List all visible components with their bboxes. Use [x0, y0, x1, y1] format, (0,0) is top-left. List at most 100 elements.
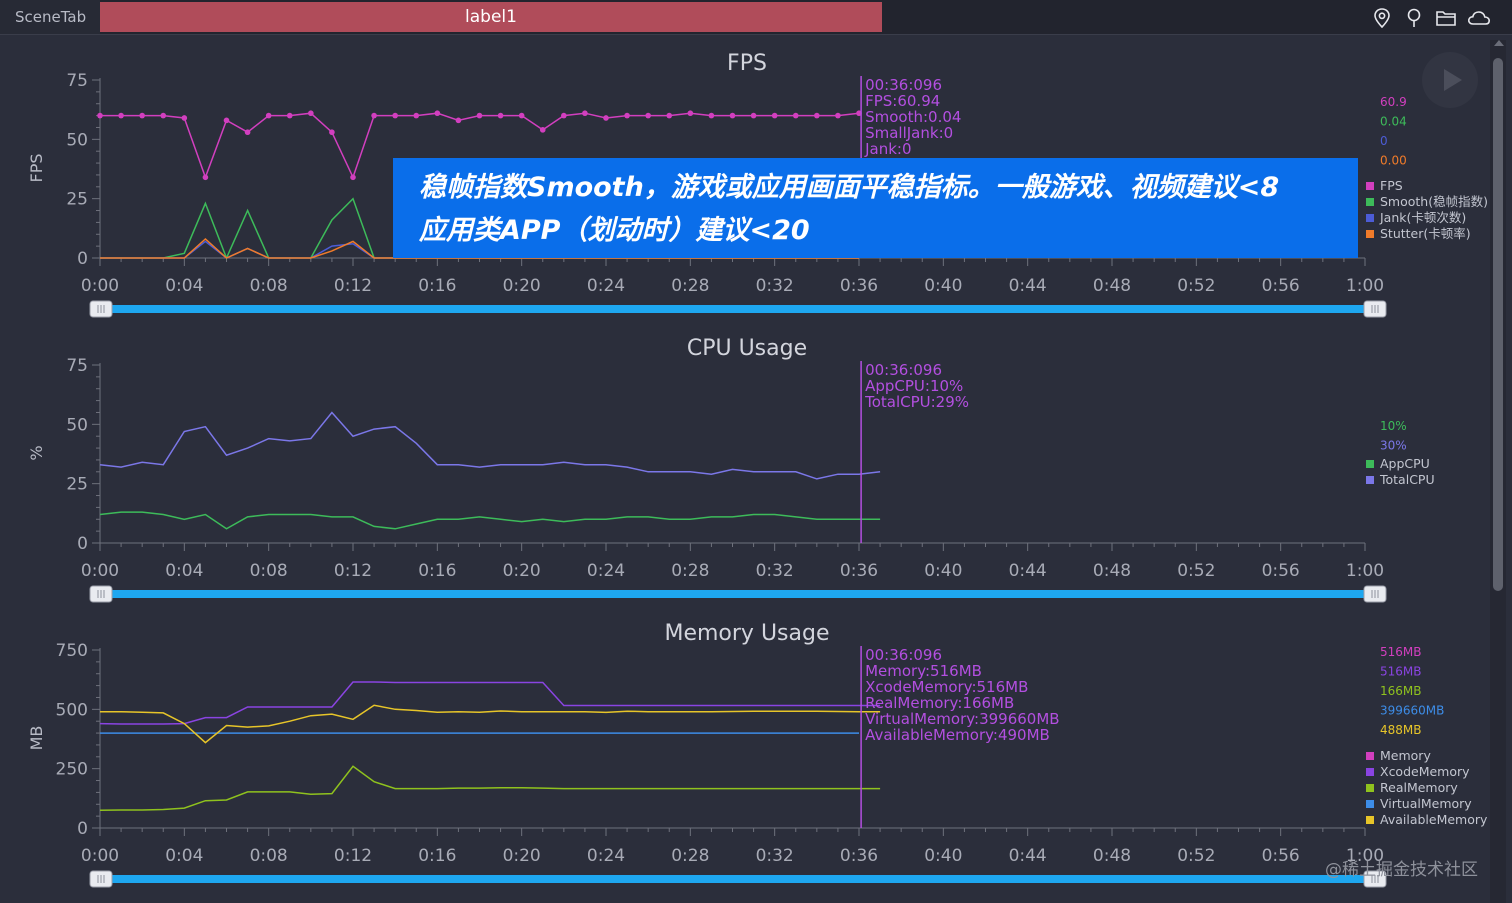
- data-point: [455, 117, 462, 124]
- data-point: [814, 112, 820, 119]
- legend-swatch: [1366, 752, 1374, 760]
- chart-panel: Memory Usage MB 0 250 500 750 0:00 0:04 0:08 0:12…: [27, 621, 1488, 888]
- legend-swatch: [1366, 214, 1374, 222]
- data-point: [139, 112, 145, 119]
- y-tick-label: 75: [66, 356, 88, 376]
- data-point: [223, 117, 230, 124]
- data-point: [624, 112, 630, 119]
- data-point: [97, 112, 103, 119]
- top-bar: SceneTab label1: [0, 0, 1512, 35]
- data-point: [413, 112, 420, 119]
- legend-swatch: [1366, 800, 1374, 808]
- toolbar-icons: [1370, 6, 1492, 30]
- legend-swatch: [1366, 198, 1374, 206]
- x-tick-label: 0:56: [1262, 276, 1300, 296]
- data-point: [771, 112, 778, 119]
- x-tick-label: 0:00: [81, 561, 119, 581]
- legend-entry: AppCPU: [1380, 456, 1430, 471]
- slider-handle[interactable]: [1363, 870, 1387, 888]
- current-value-label: 30%: [1380, 439, 1407, 453]
- x-tick-label: 0:12: [334, 561, 372, 581]
- x-tick-label: 0:08: [250, 561, 288, 581]
- legend-entry: VirtualMemory: [1380, 796, 1472, 811]
- play-icon: [1444, 69, 1462, 91]
- slider-track: [103, 590, 1373, 598]
- x-tick-label: 0:40: [924, 846, 962, 866]
- chart-title: Memory Usage: [664, 621, 829, 646]
- data-point: [392, 112, 398, 119]
- x-tick-label: 0:32: [756, 846, 794, 866]
- x-tick-label: 0:20: [503, 276, 541, 296]
- label-tab[interactable]: label1: [100, 2, 882, 32]
- x-tick-label: 0:16: [418, 561, 456, 581]
- x-tick-label: 0:32: [756, 276, 794, 296]
- banner-line-1: 稳帧指数Smooth，游戏或应用画面平稳指标。一般游戏、视频建议<8: [419, 172, 1280, 203]
- chart-panel: FPS FPS 0 25 50 75 0:00 0:04 0:08 0:12 0:16 0:20 0:2…: [27, 51, 1488, 318]
- pin-icon[interactable]: [1402, 6, 1426, 30]
- y-tick-label: 25: [66, 190, 88, 210]
- x-tick-label: 1:00: [1346, 561, 1384, 581]
- y-tick-label: 50: [66, 415, 88, 435]
- series-line: [99, 681, 881, 725]
- location-pin-icon[interactable]: [1370, 6, 1394, 30]
- slider-handle[interactable]: [1363, 585, 1387, 603]
- chart-title: FPS: [727, 51, 767, 76]
- series-line: [99, 511, 881, 530]
- slider-handle[interactable]: [89, 585, 113, 603]
- current-value-label: 516MB: [1380, 645, 1422, 659]
- data-point: [434, 110, 441, 117]
- x-tick-label: 0:16: [418, 276, 456, 296]
- y-axis-label: FPS: [27, 153, 46, 182]
- data-point: [561, 112, 567, 119]
- scene-tab[interactable]: SceneTab: [0, 0, 100, 34]
- y-tick-label: 0: [77, 249, 88, 269]
- cursor-readout: 00:36:096: [865, 76, 942, 94]
- legend-entry: RealMemory: [1380, 780, 1458, 795]
- cursor-readout: Smooth:0.04: [865, 108, 961, 126]
- y-tick-label: 750: [56, 641, 88, 661]
- x-tick-label: 0:36: [840, 561, 878, 581]
- data-point: [750, 112, 757, 119]
- vertical-scrollbar[interactable]: [1490, 40, 1506, 903]
- time-range-slider: [89, 300, 1387, 318]
- folder-icon[interactable]: [1434, 6, 1458, 30]
- slider-handle[interactable]: [89, 300, 113, 318]
- slider-handle[interactable]: [89, 870, 113, 888]
- x-tick-label: 0:28: [671, 276, 709, 296]
- data-point: [265, 112, 272, 119]
- x-tick-label: 0:48: [1093, 561, 1131, 581]
- slider-track: [103, 875, 1373, 883]
- cloud-icon[interactable]: [1466, 6, 1492, 30]
- data-point: [244, 129, 251, 136]
- cursor-readout: AppCPU:10%: [865, 377, 963, 395]
- x-tick-label: 0:56: [1262, 561, 1300, 581]
- data-point: [792, 112, 799, 119]
- play-button[interactable]: [1422, 52, 1478, 108]
- legend-swatch: [1366, 784, 1374, 792]
- scroll-up-arrow-icon[interactable]: [1494, 40, 1504, 46]
- legend-swatch: [1366, 182, 1374, 190]
- performance-charts: FPS FPS 0 25 50 75 0:00 0:04 0:08 0:12 0:16 0:20 0:2…: [27, 51, 1488, 888]
- current-value-label: 0: [1380, 134, 1388, 148]
- data-point: [708, 112, 715, 119]
- slider-handle[interactable]: [1363, 300, 1387, 318]
- legend-entry: XcodeMemory: [1380, 764, 1470, 779]
- y-tick-label: 50: [66, 130, 88, 150]
- data-point: [729, 112, 736, 119]
- x-tick-label: 0:24: [587, 561, 625, 581]
- x-tick-label: 0:12: [334, 276, 372, 296]
- x-tick-label: 0:28: [671, 846, 709, 866]
- chart-panel: CPU Usage% 0 25 50 75 0:00 0:04 0:08 0:12 0:16 0:2…: [27, 336, 1435, 603]
- banner-line-2: 应用类APP（划动时）建议<20: [419, 215, 810, 246]
- series-line: [100, 704, 881, 744]
- current-value-label: 488MB: [1380, 723, 1422, 737]
- cursor-readout: AvailableMemory:490MB: [865, 726, 1050, 744]
- data-point: [603, 115, 609, 121]
- cursor-readout: 00:36:096: [865, 361, 942, 379]
- legend-entry: Memory: [1380, 748, 1431, 763]
- series-line: [100, 237, 859, 259]
- time-range-slider: [89, 870, 1387, 888]
- current-value-label: 0.00: [1380, 154, 1407, 168]
- legend-entry: Smooth(稳帧指数): [1380, 194, 1488, 209]
- scroll-thumb[interactable]: [1493, 58, 1503, 591]
